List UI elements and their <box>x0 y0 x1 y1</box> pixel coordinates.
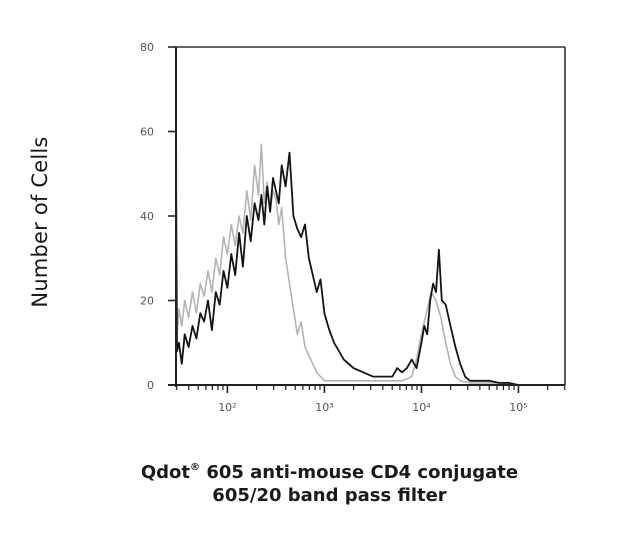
y-axis-title: Number of Cells <box>28 136 52 308</box>
histogram-series <box>175 55 519 386</box>
plot-frame <box>168 46 566 387</box>
y-tick-label: 80 <box>140 41 154 54</box>
x-axis-title-text: Qdot® 605 anti-mouse CD4 conjugate <box>140 462 519 483</box>
x-tick-label: 10⁵ <box>509 401 527 414</box>
y-tick-label: 60 <box>140 126 154 139</box>
y-tick-label: 20 <box>140 295 154 308</box>
y-tick-label: 40 <box>140 210 154 223</box>
series-line-0 <box>175 55 519 386</box>
x-axis: 10² 10³ 10⁴ 10⁵ <box>176 385 566 414</box>
x-tick-label: 10³ <box>315 401 333 414</box>
y-axis: 0 20 40 60 80 <box>140 41 176 392</box>
x-tick-label: 10⁴ <box>412 401 431 414</box>
x-axis-title-line1: Qdot® 605 anti-mouse CD4 conjugate <box>12 454 635 487</box>
series-line-1 <box>175 151 519 386</box>
x-tick-label: 10² <box>218 401 236 414</box>
y-tick-label: 0 <box>147 379 154 392</box>
x-axis-title-line2: 605/20 band pass filter <box>212 485 447 506</box>
